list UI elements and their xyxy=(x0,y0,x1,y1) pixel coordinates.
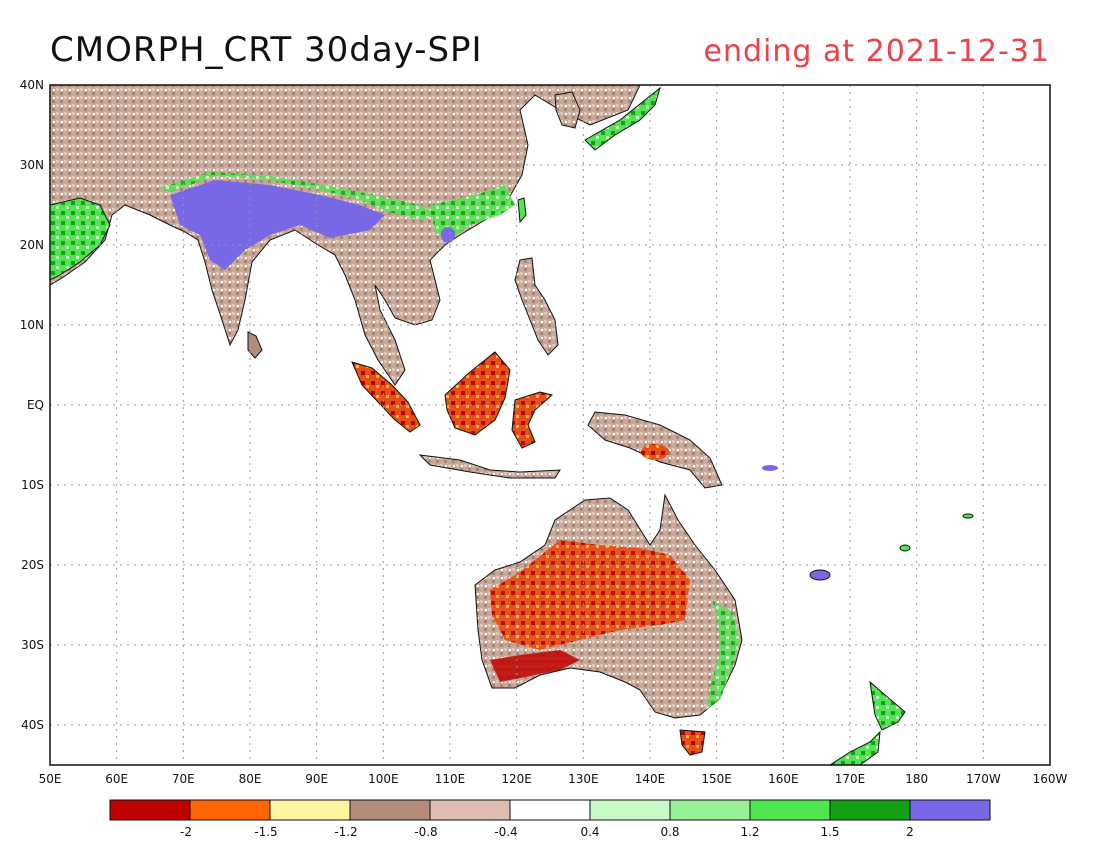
lon-label: 90E xyxy=(305,772,328,786)
lon-label: 80E xyxy=(239,772,262,786)
legend-label: -0.4 xyxy=(494,825,517,839)
legend-label: -0.8 xyxy=(414,825,437,839)
fiji-island xyxy=(899,544,911,552)
legend-swatch xyxy=(509,799,591,821)
sulawesi xyxy=(511,391,554,449)
lon-label: 100E xyxy=(368,772,399,786)
map-subtitle: ending at 2021-12-31 xyxy=(703,34,1050,69)
color-legend: -2 -1.5 -1.2 -0.8 -0.4 0.4 0.8 1.2 1.5 2 xyxy=(109,799,991,839)
lon-label: 150E xyxy=(701,772,732,786)
new-zealand-north xyxy=(869,680,906,731)
legend-label: 0.4 xyxy=(580,825,599,839)
lon-label: 130E xyxy=(568,772,599,786)
lat-label: 10S xyxy=(21,478,44,492)
lat-label: 30N xyxy=(20,158,44,172)
legend-label: 0.8 xyxy=(660,825,679,839)
samoa-island xyxy=(962,513,974,519)
lat-label: EQ xyxy=(27,398,44,412)
sumatra xyxy=(351,361,421,433)
lon-label: 160W xyxy=(1033,772,1068,786)
legend-swatch xyxy=(269,799,351,821)
solomon-islands xyxy=(762,465,778,471)
borneo xyxy=(444,351,511,436)
taiwan xyxy=(517,197,527,224)
map-title: CMORPH_CRT 30day-SPI xyxy=(50,30,483,70)
new-zealand-south xyxy=(829,730,881,765)
india-green-band xyxy=(160,172,440,220)
lon-label: 180 xyxy=(905,772,928,786)
png-dry-patch xyxy=(641,444,669,460)
legend-swatch xyxy=(349,799,431,821)
japan xyxy=(584,86,661,151)
china-wet-spot xyxy=(441,227,455,243)
axis-labels: 40N 30N 20N 10N EQ 10S 20S 30S 40S 50E 60E 70E 80E 90… xyxy=(20,78,1068,786)
china-green-area xyxy=(430,185,515,240)
java xyxy=(418,454,561,479)
australia-dry-core xyxy=(490,540,690,650)
legend-label: -2 xyxy=(180,825,192,839)
legend-label: 2 xyxy=(906,825,914,839)
lon-label: 170E xyxy=(835,772,866,786)
korea xyxy=(554,91,581,129)
tasmania xyxy=(679,729,706,756)
map-frame xyxy=(49,84,1051,766)
lon-label: 140E xyxy=(635,772,666,786)
philippines xyxy=(514,257,559,356)
australia-southwest-dry xyxy=(490,650,580,682)
india-wet-band xyxy=(170,180,385,270)
lon-label: 160E xyxy=(768,772,799,786)
legend-label: -1.2 xyxy=(334,825,357,839)
lon-label: 60E xyxy=(105,772,128,786)
lat-label: 40S xyxy=(21,718,44,732)
grid-lines xyxy=(50,85,1050,765)
lon-label: 110E xyxy=(435,772,466,786)
legend-label: 1.5 xyxy=(820,825,839,839)
lat-label: 10N xyxy=(20,318,44,332)
legend-swatch xyxy=(189,799,271,821)
legend-swatch xyxy=(749,799,831,821)
legend-swatch xyxy=(909,799,991,821)
legend-swatch xyxy=(669,799,751,821)
lat-label: 40N xyxy=(20,78,44,92)
legend-label: 1.2 xyxy=(740,825,759,839)
new-caledonia xyxy=(809,569,831,581)
legend-swatch xyxy=(589,799,671,821)
land-layer xyxy=(50,85,974,765)
legend-swatch xyxy=(109,799,191,821)
lon-label: 50E xyxy=(39,772,62,786)
australia-east-wet xyxy=(706,600,740,710)
lon-label: 70E xyxy=(172,772,195,786)
legend-swatch xyxy=(429,799,511,821)
lon-label: 170W xyxy=(966,772,1001,786)
legend-swatch xyxy=(829,799,911,821)
lat-label: 20N xyxy=(20,238,44,252)
lon-label: 120E xyxy=(501,772,532,786)
lat-label: 20S xyxy=(21,558,44,572)
legend-label: -1.5 xyxy=(254,825,277,839)
sri-lanka xyxy=(247,331,263,359)
lat-label: 30S xyxy=(21,638,44,652)
